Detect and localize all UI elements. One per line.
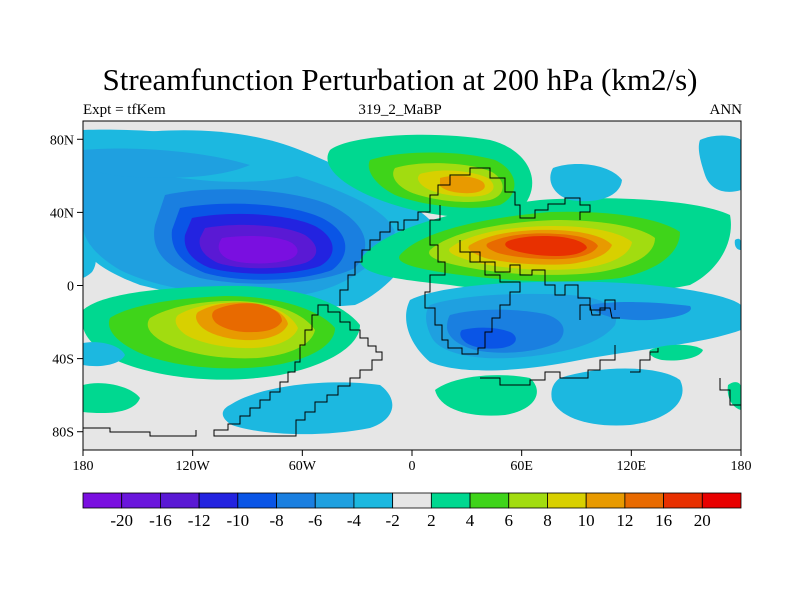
lon-tick-label: 180 (731, 459, 752, 474)
colorbar-label: 2 (427, 511, 436, 530)
colorbar-swatch (82, 492, 123, 509)
colorbar-swatch (392, 492, 432, 509)
contour-southern-negative (83, 342, 125, 367)
lat-tick-label: 40N (50, 206, 74, 221)
contour-atlantic-negative (83, 148, 250, 178)
coastlines (83, 167, 741, 437)
colorbar-swatch (508, 492, 548, 509)
contour-southern-positive (83, 383, 140, 414)
contour-siberia-positive (440, 175, 485, 194)
lon-tick-label: 60E (510, 459, 533, 474)
colorbar-label: -2 (386, 511, 400, 530)
colorbar-swatch (701, 492, 742, 509)
lon-tick-label: 0 (409, 459, 416, 474)
colorbar-swatch (547, 492, 587, 509)
colorbar-label: -8 (269, 511, 283, 530)
contour-southern-negative (734, 238, 741, 250)
colorbar-swatch (198, 492, 239, 509)
coastline-south-asia (470, 251, 616, 311)
longitude-axis: 180 120W 60W 0 60E 120E 180 (73, 450, 752, 474)
colorbar-label: 6 (505, 511, 514, 530)
season-label: ANN (709, 102, 743, 118)
colorbar-swatch (585, 492, 626, 509)
colorbar-label: 4 (466, 511, 475, 530)
colorbar-swatch (121, 492, 161, 509)
colorbar-labels: -20 -16 -12 -10 -8 -6 -4 -2 2 4 6 8 10 12 16 20 (110, 511, 710, 530)
colorbar-label: -10 (226, 511, 249, 530)
coastline-americas (213, 304, 383, 437)
colorbar-label: -16 (149, 511, 172, 530)
contour-fill (83, 121, 741, 450)
colorbar-swatch (430, 492, 471, 509)
colorbar-label: 16 (655, 511, 672, 530)
colorbar-label: -6 (308, 511, 322, 530)
colorbar-label: 8 (543, 511, 552, 530)
colorbar-label: -4 (347, 511, 362, 530)
colorbar-swatch (469, 492, 510, 509)
lat-tick-label: 0 (67, 280, 74, 295)
colorbar-label: -12 (188, 511, 211, 530)
lon-tick-label: 180 (73, 459, 94, 474)
coastline-indonesia-australia (480, 304, 620, 386)
colorbar-swatch (624, 492, 664, 509)
coastline-eurasia (403, 167, 591, 230)
coastline-pacific-east (719, 378, 741, 406)
colorbar-label: 10 (578, 511, 595, 530)
colorbar (82, 492, 742, 509)
coastline-central-america (339, 221, 404, 306)
contour-southern-positive (649, 344, 703, 361)
contour-asia-positive (505, 236, 587, 256)
coastline-antarctica-west (83, 427, 197, 437)
colorbar-swatch (237, 492, 277, 509)
lat-tick-label: 80S (52, 426, 74, 441)
colorbar-swatch (353, 492, 394, 509)
colorbar-swatch (314, 492, 355, 509)
contour-southern-negative (551, 368, 683, 426)
lat-tick-label: 40S (52, 353, 74, 368)
colorbar-swatch (160, 492, 200, 509)
colorbar-label: 12 (616, 511, 633, 530)
contour-south-indian-negative (460, 327, 516, 349)
coastline-europe-africa (424, 205, 521, 355)
lat-tick-label: 80N (50, 133, 74, 148)
lon-tick-label: 60W (289, 459, 317, 474)
contour-south-pacific-positive (212, 303, 282, 333)
colorbar-label: 20 (694, 511, 711, 530)
contour-southern-negative (83, 240, 96, 278)
lon-tick-label: 120E (617, 459, 647, 474)
coastline-antarctica-east (630, 348, 659, 373)
lon-tick-label: 120W (176, 459, 211, 474)
map-title: Streamfunction Perturbation at 200 hPa (… (102, 62, 698, 97)
experiment-label: Expt = tfKem (83, 102, 166, 118)
contour-southern-positive (727, 382, 741, 410)
case-label: 319_2_MaBP (358, 102, 442, 118)
colorbar-label: -20 (110, 511, 133, 530)
contour-southern-negative (550, 164, 622, 202)
colorbar-swatch (276, 492, 316, 509)
contour-north-pacific-negative (218, 235, 298, 264)
colorbar-swatch (663, 492, 703, 509)
contour-southern-negative (698, 135, 741, 192)
contour-southern-negative (222, 382, 393, 435)
latitude-axis: 80N 40N 0 40S 80S (50, 133, 83, 441)
